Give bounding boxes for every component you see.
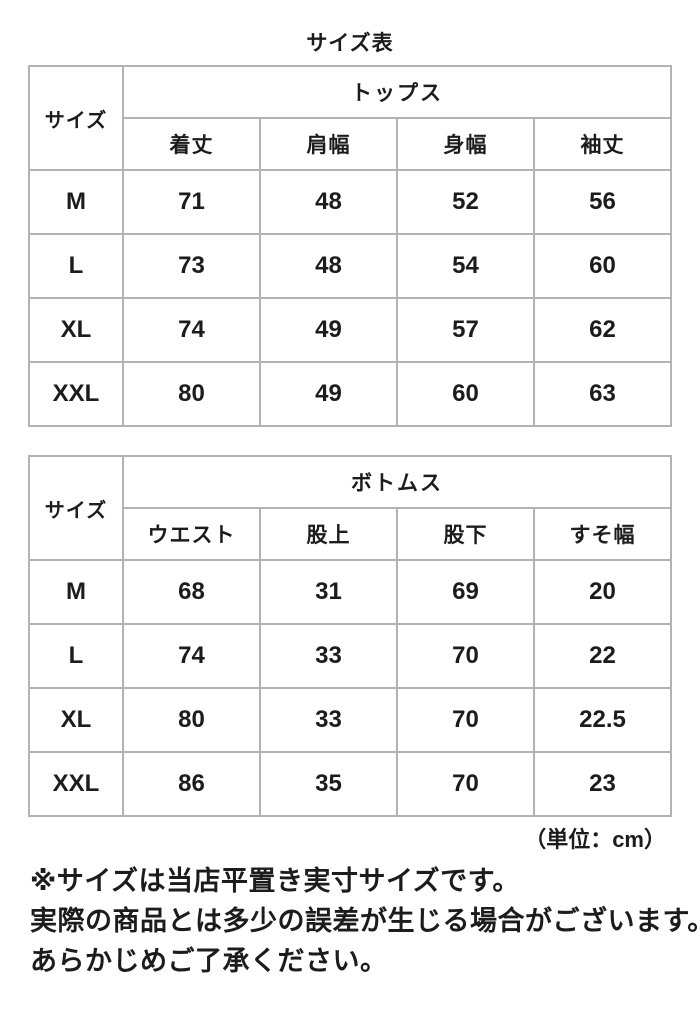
table-cell: 22 [533,623,672,689]
tops-group-header: トップス [122,65,672,119]
table-cell: 56 [533,169,672,235]
table-cell: 52 [396,169,535,235]
table-row: M 71 48 52 56 [28,169,672,235]
footnote-line-2: 実際の商品とは多少の誤差が生じる場合がございます。 [30,906,700,936]
table-cell: 70 [396,687,535,753]
tops-header-row-1: サイズ トップス [28,65,672,171]
size-label: XXL [28,751,124,817]
table-cell: 48 [259,169,398,235]
table-row: XXL 86 35 70 23 [28,751,672,817]
table-row: XXL 80 49 60 63 [28,361,672,427]
table-cell: 35 [259,751,398,817]
table-cell: 86 [122,751,261,817]
size-label: M [28,559,124,625]
tops-size-column-header: サイズ [28,65,124,171]
table-cell: 69 [396,559,535,625]
size-label: L [28,623,124,689]
table-cell: 71 [122,169,261,235]
table-cell: 68 [122,559,261,625]
size-label: M [28,169,124,235]
bottoms-col-header-waist: ウエスト [122,507,261,561]
footnotes: ※サイズは当店平置き実寸サイズです。 実際の商品とは多少の誤差が生じる場合がござ… [30,861,700,981]
unit-note: （単位：cm） [524,827,666,852]
table-cell: 57 [396,297,535,363]
table-cell: 60 [533,233,672,299]
footnote-line-1: ※サイズは当店平置き実寸サイズです。 [30,866,520,896]
table-cell: 48 [259,233,398,299]
tops-size-table: サイズ トップス 着丈 肩幅 身幅 袖丈 M 71 48 52 56 L 73 … [28,65,672,427]
size-label: L [28,233,124,299]
bottoms-size-table: サイズ ボトムス ウエスト 股上 股下 すそ幅 M 68 31 69 20 L … [28,455,672,817]
bottoms-group-header: ボトムス [122,455,672,509]
table-row: M 68 31 69 20 [28,559,672,625]
table-cell: 70 [396,623,535,689]
footnote-line-3: あらかじめご了承ください。 [30,946,388,976]
table-cell: 62 [533,297,672,363]
size-label: XL [28,297,124,363]
table-cell: 63 [533,361,672,427]
table-cell: 22.5 [533,687,672,753]
tops-col-header-sleeve-length: 袖丈 [533,117,672,171]
table-cell: 80 [122,687,261,753]
table-cell: 80 [122,361,261,427]
table-cell: 31 [259,559,398,625]
table-cell: 70 [396,751,535,817]
table-cell: 73 [122,233,261,299]
bottoms-col-header-inseam: 股下 [396,507,535,561]
table-cell: 33 [259,623,398,689]
table-cell: 74 [122,623,261,689]
size-label: XL [28,687,124,753]
table-cell: 49 [259,297,398,363]
table-cell: 23 [533,751,672,817]
bottoms-size-column-header: サイズ [28,455,124,561]
bottoms-col-header-rise: 股上 [259,507,398,561]
table-cell: 49 [259,361,398,427]
table-row: L 73 48 54 60 [28,233,672,299]
table-row: L 74 33 70 22 [28,623,672,689]
table-cell: 20 [533,559,672,625]
table-cell: 54 [396,233,535,299]
table-row: XL 74 49 57 62 [28,297,672,363]
tops-col-header-shoulder-width: 肩幅 [259,117,398,171]
table-cell: 33 [259,687,398,753]
bottoms-col-header-hem-width: すそ幅 [533,507,672,561]
bottoms-header-row-2: ウエスト 股上 股下 すそ幅 [29,507,672,561]
tops-header-row-2: 着丈 肩幅 身幅 袖丈 [29,117,672,171]
tops-col-header-body-width: 身幅 [396,117,535,171]
table-row: XL 80 33 70 22.5 [28,687,672,753]
table-cell: 74 [122,297,261,363]
page-title: サイズ表 [306,32,394,55]
table-cell: 60 [396,361,535,427]
bottoms-header-row-1: サイズ ボトムス [28,455,672,561]
size-label: XXL [28,361,124,427]
tops-col-header-body-length: 着丈 [122,117,261,171]
